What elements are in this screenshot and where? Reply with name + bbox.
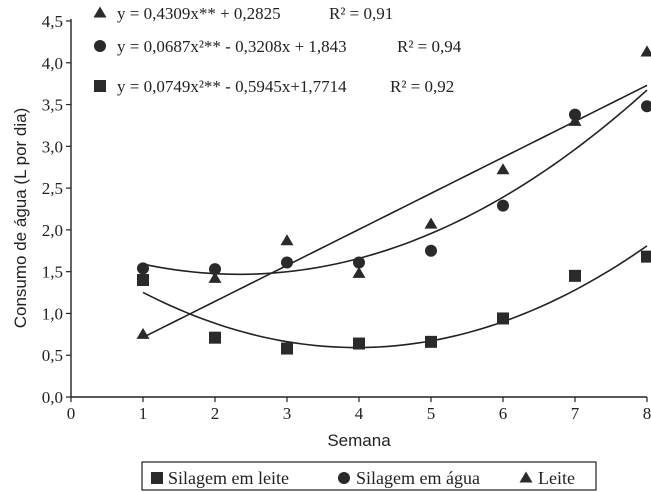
equation-circle: y = 0,0687x²** - 0,3208x + 1,843 — [117, 37, 347, 56]
axes: 0,0 0,5 1,0 1,5 2,0 2,5 3,0 3,5 4,0 4,5 0 1 2 3 4 5 6 7 8 — [42, 12, 651, 423]
r2-circle: R² = 0,94 — [397, 37, 462, 56]
y-tick-label: 0,5 — [42, 346, 63, 365]
y-tick-label: 1,0 — [42, 304, 63, 323]
point-square — [281, 342, 293, 355]
trendline-triangle — [142, 84, 648, 339]
y-tick-label: 1,5 — [42, 263, 63, 282]
r2-square: R² = 0,92 — [390, 77, 454, 96]
legend: Silagem em leite Silagem em água Leite — [141, 461, 597, 491]
legend-marker-square — [151, 472, 163, 484]
point-square — [425, 335, 437, 348]
equation-marker-square — [94, 80, 106, 92]
y-tick-label: 2,0 — [42, 221, 63, 240]
equation-triangle: y = 0,4309x** + 0,2825 — [117, 4, 281, 23]
point-circle — [569, 108, 581, 121]
legend-box — [141, 461, 597, 491]
point-square — [497, 312, 509, 325]
legend-label: Leite — [538, 468, 575, 488]
legend-marker-circle — [338, 472, 350, 484]
point-circle — [497, 199, 509, 212]
trendlines — [142, 84, 648, 349]
y-tick-label: 2,5 — [42, 179, 63, 198]
y-tick-label: 4,5 — [42, 12, 63, 31]
point-square — [209, 331, 221, 344]
point-triangle — [568, 114, 582, 126]
x-tick-label: 1 — [139, 404, 148, 423]
x-tick-label: 3 — [283, 404, 292, 423]
equations-block: y = 0,4309x** + 0,2825 R² = 0,91 y = 0,068… — [93, 4, 462, 96]
point-triangle — [496, 163, 510, 175]
y-tick-label: 4,0 — [42, 54, 63, 73]
equation-square: y = 0,0749x²** - 0,5945x+1,7714 — [117, 77, 347, 96]
point-circle — [353, 256, 365, 269]
x-tick-label: 4 — [355, 404, 364, 423]
point-circle — [641, 100, 651, 113]
y-tick-label: 3,0 — [42, 137, 63, 156]
legend-label: Silagem em leite — [168, 468, 289, 488]
point-triangle — [208, 271, 222, 283]
point-triangle — [352, 266, 366, 278]
point-triangle — [280, 234, 294, 246]
y-axis-title: Consumo de água (L por dia) — [11, 108, 30, 329]
point-circle — [425, 244, 437, 257]
x-tick-label: 7 — [571, 404, 580, 423]
x-tick-label: 0 — [67, 404, 76, 423]
point-circle — [281, 256, 293, 269]
equation-marker-triangle — [93, 6, 107, 18]
point-square — [641, 250, 651, 263]
y-tick-label: 3,5 — [42, 96, 63, 115]
data-points — [136, 45, 651, 355]
equation-marker-circle — [94, 40, 106, 52]
y-tick-label: 0,0 — [42, 388, 63, 407]
point-square — [353, 337, 365, 350]
legend-marker-triangle — [519, 471, 533, 483]
point-triangle — [136, 327, 150, 339]
legend-label: Silagem em água — [356, 468, 480, 488]
point-circle — [209, 263, 221, 276]
x-tick-label: 6 — [499, 404, 508, 423]
point-triangle — [424, 217, 438, 229]
trendline-circle — [142, 89, 648, 276]
x-tick-label: 5 — [427, 404, 436, 423]
point-triangle — [640, 45, 651, 57]
x-axis-title: Semana — [327, 431, 391, 450]
point-square — [137, 274, 149, 287]
x-tick-label: 2 — [211, 404, 220, 423]
point-circle — [137, 262, 149, 275]
r2-triangle: R² = 0,91 — [329, 4, 393, 23]
point-square — [569, 269, 581, 282]
x-tick-label: 8 — [643, 404, 651, 423]
trendline-square — [142, 245, 648, 349]
